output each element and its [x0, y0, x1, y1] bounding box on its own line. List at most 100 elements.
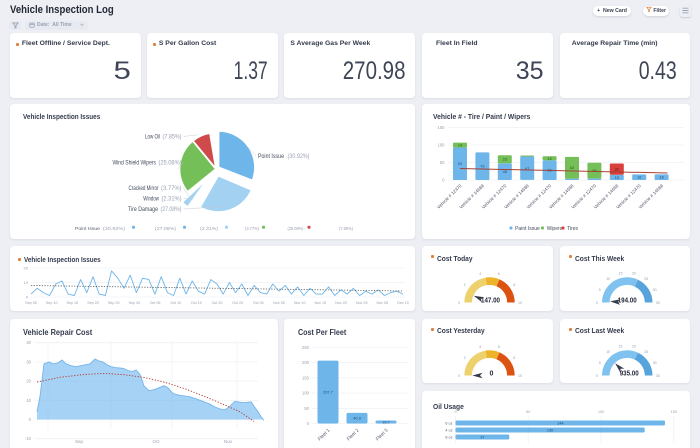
svg-text:(27.08%): (27.08%)	[155, 226, 176, 232]
svg-text:(7.85%): (7.85%)	[163, 135, 182, 141]
svg-text:0: 0	[458, 301, 460, 305]
svg-text:0: 0	[595, 301, 597, 305]
svg-text:2: 2	[463, 356, 465, 360]
svg-text:35: 35	[655, 374, 659, 378]
svg-text:37: 37	[480, 436, 484, 440]
svg-text:0: 0	[595, 374, 597, 378]
svg-text:4: 4	[479, 272, 481, 276]
svg-text:Nov 10: Nov 10	[294, 301, 306, 305]
svg-text:8: 8	[513, 356, 515, 360]
svg-text:(27.08%): (27.08%)	[161, 207, 182, 213]
svg-text:16: 16	[637, 176, 641, 180]
svg-text:(7.85%): (7.85%)	[339, 226, 353, 232]
svg-text:Fleet 3: Fleet 3	[375, 427, 390, 442]
svg-text:14: 14	[457, 144, 461, 148]
svg-text:40.9: 40.9	[353, 415, 362, 420]
svg-text:30: 30	[26, 359, 31, 364]
svg-text:15: 15	[614, 176, 618, 180]
svg-text:20: 20	[632, 271, 636, 275]
svg-text:15: 15	[618, 271, 622, 275]
svg-text:Window: Window	[143, 197, 159, 203]
svg-text:25: 25	[644, 277, 648, 281]
svg-text:(2.31%): (2.31%)	[162, 197, 182, 203]
svg-text:Sep: Sep	[75, 439, 84, 444]
svg-text:150: 150	[302, 375, 310, 380]
svg-text:200: 200	[302, 360, 310, 365]
svg-text:(25.08%): (25.08%)	[288, 226, 304, 232]
svg-text:935.00: 935.00	[619, 370, 638, 377]
svg-text:Wipers: Wipers	[546, 226, 562, 232]
svg-text:100: 100	[597, 410, 603, 414]
svg-text:Oct 05: Oct 05	[150, 301, 161, 305]
svg-text:Point Issue: Point Issue	[75, 226, 100, 232]
svg-text:25: 25	[644, 350, 648, 354]
svg-text:147.00: 147.00	[481, 298, 500, 305]
svg-text:Nov 15: Nov 15	[314, 301, 326, 305]
svg-text:Sep 15: Sep 15	[66, 301, 78, 305]
svg-text:Sep 05: Sep 05	[25, 301, 37, 305]
svg-text:(3.77%): (3.77%)	[245, 226, 259, 232]
svg-text:2: 2	[463, 283, 465, 287]
svg-text:10: 10	[26, 397, 31, 402]
svg-text:(30.92%): (30.92%)	[288, 154, 310, 160]
svg-text:-10: -10	[25, 436, 32, 441]
svg-text:Sep 10: Sep 10	[46, 301, 58, 305]
svg-text:23: 23	[502, 158, 506, 162]
svg-text:Fleet 1: Fleet 1	[317, 427, 332, 442]
svg-text:Paint Issue: Paint Issue	[515, 226, 540, 232]
svg-text:0: 0	[458, 374, 460, 378]
svg-text:Oct 30: Oct 30	[253, 301, 264, 305]
svg-text:4 oz: 4 oz	[445, 429, 452, 433]
svg-text:5: 5	[598, 288, 600, 292]
svg-text:0: 0	[454, 410, 456, 414]
svg-text:Oct: Oct	[152, 439, 160, 444]
svg-text:Oct 10: Oct 10	[170, 301, 181, 305]
svg-text:(2.31%): (2.31%)	[200, 226, 218, 232]
svg-text:Point Issue: Point Issue	[258, 154, 285, 160]
svg-text:50: 50	[526, 410, 530, 414]
svg-text:93: 93	[457, 162, 461, 166]
svg-text:Wind Shield Wipers: Wind Shield Wipers	[113, 161, 157, 167]
svg-text:194.00: 194.00	[617, 298, 636, 305]
svg-text:16.7: 16.7	[382, 419, 391, 424]
svg-text:16: 16	[659, 176, 663, 180]
svg-text:Dec 05: Dec 05	[376, 301, 388, 305]
svg-text:Oct 15: Oct 15	[191, 301, 202, 305]
svg-text:0: 0	[29, 417, 32, 422]
svg-text:5: 5	[598, 360, 600, 364]
svg-text:10: 10	[518, 301, 522, 305]
svg-text:6: 6	[497, 272, 499, 276]
svg-text:8 oz: 8 oz	[445, 436, 452, 440]
svg-text:12: 12	[547, 157, 551, 161]
svg-text:10: 10	[24, 280, 29, 285]
svg-text:Sep 20: Sep 20	[87, 301, 99, 305]
svg-text:Sep 30: Sep 30	[128, 301, 140, 305]
svg-text:Nov 05: Nov 05	[273, 301, 285, 305]
svg-text:Fleet 2: Fleet 2	[346, 427, 361, 442]
svg-text:Nov: Nov	[224, 439, 233, 444]
svg-text:0: 0	[26, 295, 29, 300]
svg-text:100: 100	[302, 390, 310, 395]
svg-text:15: 15	[618, 344, 622, 348]
svg-text:Low Oil: Low Oil	[145, 135, 160, 141]
svg-text:48: 48	[502, 170, 506, 174]
svg-text:207.7: 207.7	[323, 389, 334, 394]
svg-text:4: 4	[479, 345, 481, 349]
svg-text:Sep 25: Sep 25	[108, 301, 120, 305]
svg-text:130: 130	[546, 429, 552, 433]
svg-text:10: 10	[518, 374, 522, 378]
svg-text:150: 150	[437, 125, 445, 130]
svg-text:8: 8	[513, 283, 515, 287]
svg-text:50: 50	[439, 160, 444, 165]
svg-text:30: 30	[652, 360, 656, 364]
svg-text:32: 32	[614, 168, 618, 172]
svg-text:(25.08%): (25.08%)	[159, 161, 182, 167]
svg-text:10: 10	[606, 350, 610, 354]
svg-text:20: 20	[24, 266, 29, 271]
svg-text:0: 0	[442, 178, 445, 183]
svg-text:(30.92%): (30.92%)	[103, 226, 125, 232]
svg-text:(3.77%): (3.77%)	[161, 186, 182, 192]
svg-text:62: 62	[569, 166, 573, 170]
svg-text:6: 6	[497, 345, 499, 349]
svg-text:0: 0	[489, 370, 493, 377]
